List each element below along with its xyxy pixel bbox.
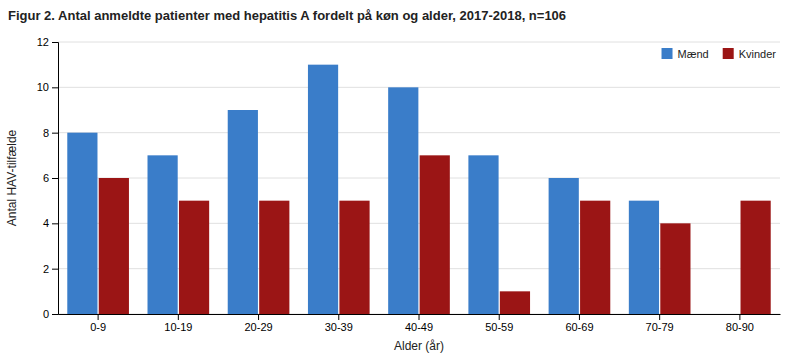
tick: 6 xyxy=(43,172,58,184)
tick-mark xyxy=(98,314,99,320)
grid xyxy=(58,42,780,314)
tick-mark xyxy=(499,314,500,320)
x-axis: 0-9 10-19 20-29 30-39 40-49 50-59 60-69 70-79 80… xyxy=(59,314,781,333)
tick-label: 10-19 xyxy=(164,321,192,333)
legend-item: Mænd xyxy=(662,48,709,60)
bar xyxy=(629,201,659,314)
tick-label: 20-29 xyxy=(244,321,272,333)
chart: Figur 2. Antal anmeldte patienter med he… xyxy=(0,0,800,360)
tick-mark xyxy=(52,133,58,134)
bar xyxy=(741,201,771,314)
tick-label: 2 xyxy=(43,263,49,275)
tick-mark xyxy=(52,42,58,43)
axis-line xyxy=(52,43,59,315)
tick-label: 8 xyxy=(43,127,49,139)
tick: 40-49 xyxy=(405,314,433,333)
tick-label: 60-69 xyxy=(565,321,593,333)
tick: 2 xyxy=(43,263,58,275)
tick: 4 xyxy=(43,217,58,229)
bar xyxy=(67,133,97,314)
bars xyxy=(67,65,770,314)
tick-mark xyxy=(52,87,58,88)
tick-label: 4 xyxy=(43,217,49,229)
tick-mark xyxy=(258,314,259,320)
bar xyxy=(259,201,289,314)
bar xyxy=(500,291,530,314)
tick-label: 0-9 xyxy=(90,321,106,333)
tick-label: 30-39 xyxy=(325,321,353,333)
grid-line xyxy=(58,42,780,43)
tick-mark xyxy=(52,269,58,270)
legend-swatch xyxy=(723,48,734,59)
tick: 8 xyxy=(43,127,58,139)
bar xyxy=(228,110,258,314)
tick: 30-39 xyxy=(325,314,353,333)
tick-mark xyxy=(52,314,58,315)
tick: 60-69 xyxy=(565,314,593,333)
bar xyxy=(339,201,369,314)
tick-label: 40-49 xyxy=(405,321,433,333)
x-axis-title: Alder (år) xyxy=(394,339,444,353)
tick-mark xyxy=(52,178,58,179)
tick-label: 50-59 xyxy=(485,321,513,333)
tick: 70-79 xyxy=(646,314,674,333)
tick-label: 0 xyxy=(43,308,49,320)
tick-mark xyxy=(739,314,740,320)
tick-mark xyxy=(419,314,420,320)
tick: 0-9 xyxy=(90,314,106,333)
tick-mark xyxy=(178,314,179,320)
tick-label: 10 xyxy=(37,81,49,93)
tick-label: 12 xyxy=(37,36,49,48)
bar xyxy=(549,178,579,314)
tick: 0 xyxy=(43,308,58,320)
bar xyxy=(660,223,690,314)
bar xyxy=(420,155,450,314)
tick: 10 xyxy=(37,81,58,93)
legend-swatch xyxy=(662,48,673,59)
bar xyxy=(99,178,129,314)
tick-mark xyxy=(659,314,660,320)
y-axis: 0 2 4 6 8 10 12 xyxy=(37,36,59,320)
tick-mark xyxy=(52,223,58,224)
tick: 80-90 xyxy=(726,314,754,333)
legend: Mænd Kvinder xyxy=(662,48,777,60)
bar xyxy=(709,314,739,315)
plot: 0-910-1920-2930-3940-4950-5960-6970-7980… xyxy=(37,36,781,333)
bar xyxy=(468,155,498,314)
grid-line xyxy=(58,87,780,88)
bar xyxy=(179,201,209,314)
tick-mark xyxy=(338,314,339,320)
tick: 12 xyxy=(37,36,58,48)
bar-series xyxy=(99,155,771,314)
tick: 50-59 xyxy=(485,314,513,333)
y-axis-title: Antal HAV-tilfælde xyxy=(5,129,19,226)
legend-label: Kvinder xyxy=(739,48,777,60)
legend-item: Kvinder xyxy=(723,48,777,60)
tick: 20-29 xyxy=(244,314,272,333)
grid-line xyxy=(58,132,780,133)
bar xyxy=(388,87,418,314)
tick-label: 70-79 xyxy=(646,321,674,333)
bar-series xyxy=(67,65,659,314)
bar xyxy=(148,155,178,314)
bar xyxy=(580,201,610,314)
title: Figur 2. Antal anmeldte patienter med he… xyxy=(8,8,566,23)
tick: 10-19 xyxy=(164,314,192,333)
bar xyxy=(308,65,338,314)
tick-mark xyxy=(579,314,580,320)
tick-label: 80-90 xyxy=(726,321,754,333)
legend-label: Mænd xyxy=(678,48,709,60)
tick-label: 6 xyxy=(43,172,49,184)
